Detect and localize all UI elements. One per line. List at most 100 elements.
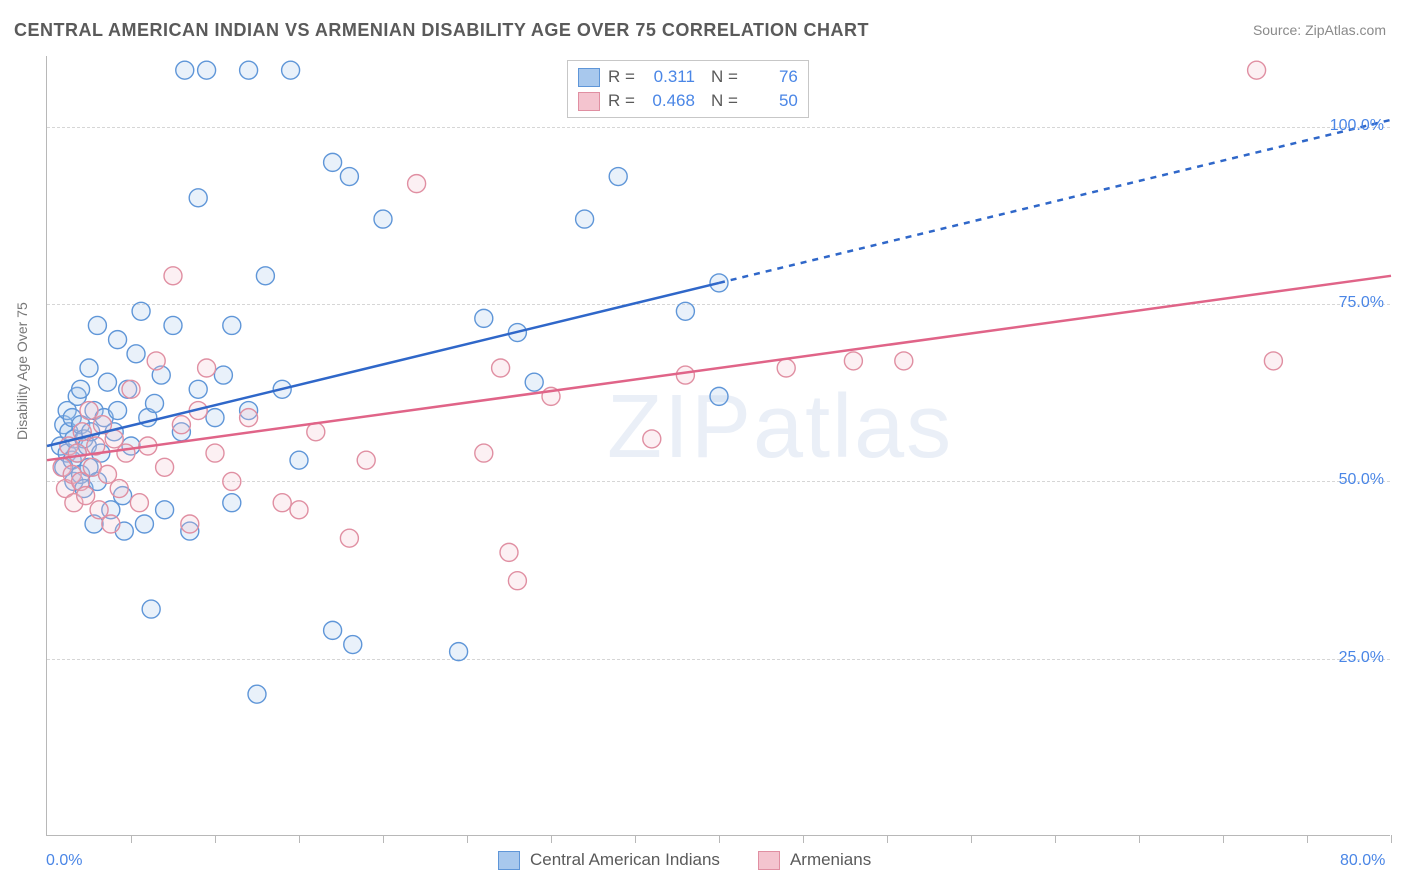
legend-n-label: N = <box>711 67 738 87</box>
data-point <box>1248 61 1266 79</box>
data-point <box>450 643 468 661</box>
data-point <box>122 380 140 398</box>
data-point <box>214 366 232 384</box>
data-point <box>189 380 207 398</box>
data-point <box>88 316 106 334</box>
data-point <box>895 352 913 370</box>
legend-label-1: Central American Indians <box>530 850 720 870</box>
data-point <box>132 302 150 320</box>
trend-line-extension <box>719 120 1391 283</box>
data-point <box>282 61 300 79</box>
data-point <box>172 416 190 434</box>
legend-n-label: N = <box>711 91 738 111</box>
x-tick <box>1307 835 1308 843</box>
data-point <box>181 515 199 533</box>
x-tick <box>887 835 888 843</box>
data-point <box>189 189 207 207</box>
data-point <box>307 423 325 441</box>
series-legend: Central American Indians Armenians <box>498 850 871 870</box>
plot-area: ZIPatlas R = 0.311 N = 76 R = 0.468 N = … <box>46 56 1390 836</box>
data-point <box>777 359 795 377</box>
correlation-legend: R = 0.311 N = 76 R = 0.468 N = 50 <box>567 60 809 118</box>
data-point <box>109 402 127 420</box>
x-tick <box>551 835 552 843</box>
data-point <box>164 316 182 334</box>
x-tick <box>803 835 804 843</box>
data-point <box>525 373 543 391</box>
data-point <box>475 444 493 462</box>
data-point <box>643 430 661 448</box>
x-tick <box>719 835 720 843</box>
legend-row-series-2: R = 0.468 N = 50 <box>578 89 798 113</box>
data-point <box>198 359 216 377</box>
data-point <box>357 451 375 469</box>
x-tick <box>215 835 216 843</box>
data-point <box>408 175 426 193</box>
data-point <box>110 480 128 498</box>
data-point <box>130 494 148 512</box>
legend-label-2: Armenians <box>790 850 871 870</box>
y-axis-label: Disability Age Over 75 <box>14 302 30 440</box>
x-tick <box>1391 835 1392 843</box>
data-point <box>147 352 165 370</box>
data-point <box>117 444 135 462</box>
legend-row-series-1: R = 0.311 N = 76 <box>578 65 798 89</box>
legend-r-value-1: 0.311 <box>643 67 695 87</box>
data-point <box>146 394 164 412</box>
x-tick <box>1055 835 1056 843</box>
legend-swatch-pink <box>758 851 780 870</box>
legend-n-value-1: 76 <box>746 67 798 87</box>
data-point <box>198 61 216 79</box>
data-point <box>156 458 174 476</box>
x-tick <box>1139 835 1140 843</box>
y-tick-label: 100.0% <box>1330 117 1384 135</box>
scatter-svg <box>47 56 1390 835</box>
data-point <box>164 267 182 285</box>
data-point <box>344 636 362 654</box>
data-point <box>324 621 342 639</box>
data-point <box>508 572 526 590</box>
data-point <box>77 487 95 505</box>
data-point <box>340 529 358 547</box>
data-point <box>710 387 728 405</box>
data-point <box>176 61 194 79</box>
chart-title: CENTRAL AMERICAN INDIAN VS ARMENIAN DISA… <box>14 20 869 41</box>
data-point <box>676 366 694 384</box>
data-point <box>500 543 518 561</box>
y-tick-label: 50.0% <box>1339 471 1384 489</box>
y-tick-label: 25.0% <box>1339 649 1384 667</box>
x-tick-label: 0.0% <box>46 852 82 870</box>
data-point <box>142 600 160 618</box>
data-point <box>109 331 127 349</box>
source-attribution: Source: ZipAtlas.com <box>1253 22 1386 38</box>
data-point <box>127 345 145 363</box>
data-point <box>492 359 510 377</box>
data-point <box>609 168 627 186</box>
legend-swatch-blue <box>578 68 600 87</box>
data-point <box>135 515 153 533</box>
data-point <box>290 501 308 519</box>
legend-r-value-2: 0.468 <box>643 91 695 111</box>
data-point <box>156 501 174 519</box>
x-tick <box>635 835 636 843</box>
data-point <box>273 494 291 512</box>
data-point <box>240 409 258 427</box>
x-tick <box>131 835 132 843</box>
data-point <box>475 309 493 327</box>
data-point <box>576 210 594 228</box>
legend-r-label: R = <box>608 67 635 87</box>
data-point <box>98 373 116 391</box>
data-point <box>374 210 392 228</box>
data-point <box>206 409 224 427</box>
x-tick <box>299 835 300 843</box>
data-point <box>206 444 224 462</box>
data-point <box>676 302 694 320</box>
data-point <box>72 380 90 398</box>
data-point <box>290 451 308 469</box>
data-point <box>1264 352 1282 370</box>
data-point <box>80 359 98 377</box>
legend-r-label: R = <box>608 91 635 111</box>
data-point <box>223 472 241 490</box>
data-point <box>340 168 358 186</box>
data-point <box>68 444 86 462</box>
